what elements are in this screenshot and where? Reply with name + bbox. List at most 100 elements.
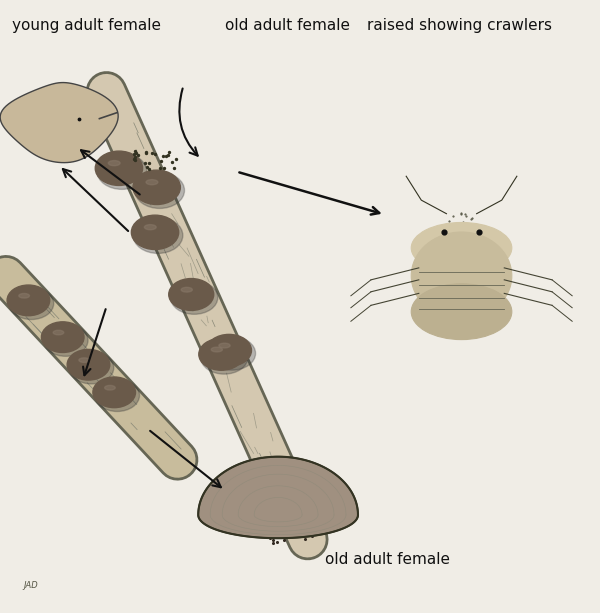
Point	[28, 291, 38, 301]
Point	[118, 381, 127, 390]
Ellipse shape	[219, 343, 230, 348]
Point	[85, 357, 95, 367]
Point	[426, 265, 436, 275]
Point	[31, 111, 41, 121]
Point	[426, 256, 436, 266]
Point	[23, 301, 33, 311]
Point	[23, 126, 32, 135]
Point	[476, 250, 485, 260]
Point	[455, 227, 464, 237]
Point	[418, 281, 427, 291]
Point	[434, 257, 443, 267]
Point	[164, 150, 173, 160]
Point	[457, 279, 467, 289]
Point	[171, 154, 181, 164]
Ellipse shape	[211, 347, 223, 352]
Point	[29, 102, 39, 112]
Point	[263, 481, 272, 490]
Point	[230, 502, 239, 512]
Point	[232, 524, 241, 533]
Point	[145, 164, 154, 174]
Point	[467, 213, 477, 223]
Point	[109, 379, 118, 389]
Point	[119, 171, 129, 181]
Point	[233, 343, 243, 352]
Point	[450, 229, 460, 239]
Point	[122, 154, 132, 164]
Point	[54, 141, 64, 151]
Point	[193, 297, 203, 307]
Point	[169, 178, 178, 188]
Point	[38, 107, 47, 116]
Point	[139, 181, 149, 191]
Point	[104, 382, 114, 392]
Point	[32, 133, 42, 143]
Point	[54, 115, 64, 124]
Point	[54, 111, 64, 121]
Point	[298, 501, 308, 511]
Point	[172, 290, 182, 300]
Point	[94, 362, 103, 371]
Point	[314, 488, 324, 498]
Point	[131, 148, 140, 158]
Point	[76, 357, 85, 367]
Point	[455, 287, 464, 297]
Point	[232, 497, 242, 506]
Point	[449, 224, 459, 234]
Point	[223, 489, 233, 498]
Point	[87, 357, 97, 367]
Point	[229, 349, 238, 359]
Point	[53, 112, 62, 122]
Point	[146, 224, 156, 234]
Point	[149, 226, 158, 236]
Point	[461, 329, 470, 339]
Point	[75, 107, 85, 116]
Point	[83, 351, 93, 361]
Point	[179, 283, 189, 292]
Point	[284, 526, 293, 536]
Point	[53, 142, 63, 152]
Point	[156, 156, 166, 166]
Ellipse shape	[169, 278, 214, 310]
Point	[259, 499, 269, 509]
Point	[469, 312, 479, 322]
Point	[76, 368, 85, 378]
Point	[426, 296, 436, 306]
Point	[47, 332, 56, 342]
Point	[451, 318, 460, 328]
Text: old adult female: old adult female	[225, 18, 350, 33]
Point	[263, 490, 272, 500]
Point	[27, 297, 37, 307]
Point	[243, 520, 253, 530]
Point	[426, 311, 436, 321]
Point	[156, 235, 166, 245]
Point	[466, 215, 475, 224]
Point	[245, 488, 254, 498]
Point	[457, 284, 467, 294]
Point	[279, 535, 289, 544]
Point	[263, 493, 272, 503]
Point	[471, 329, 481, 339]
Point	[72, 335, 82, 345]
Point	[441, 301, 451, 311]
Point	[37, 111, 47, 121]
Point	[271, 494, 281, 504]
Point	[29, 98, 38, 108]
Point	[225, 340, 235, 349]
Point	[28, 303, 37, 313]
Point	[59, 131, 69, 140]
Point	[224, 339, 234, 349]
Ellipse shape	[170, 281, 218, 314]
Point	[300, 535, 310, 544]
Point	[141, 147, 151, 157]
Point	[434, 270, 443, 280]
Point	[154, 179, 163, 189]
Point	[454, 327, 463, 337]
Point	[468, 257, 478, 267]
Point	[292, 525, 301, 535]
Point	[463, 331, 472, 341]
Point	[196, 288, 206, 298]
Point	[424, 243, 433, 253]
Point	[31, 291, 41, 300]
Point	[425, 300, 435, 310]
